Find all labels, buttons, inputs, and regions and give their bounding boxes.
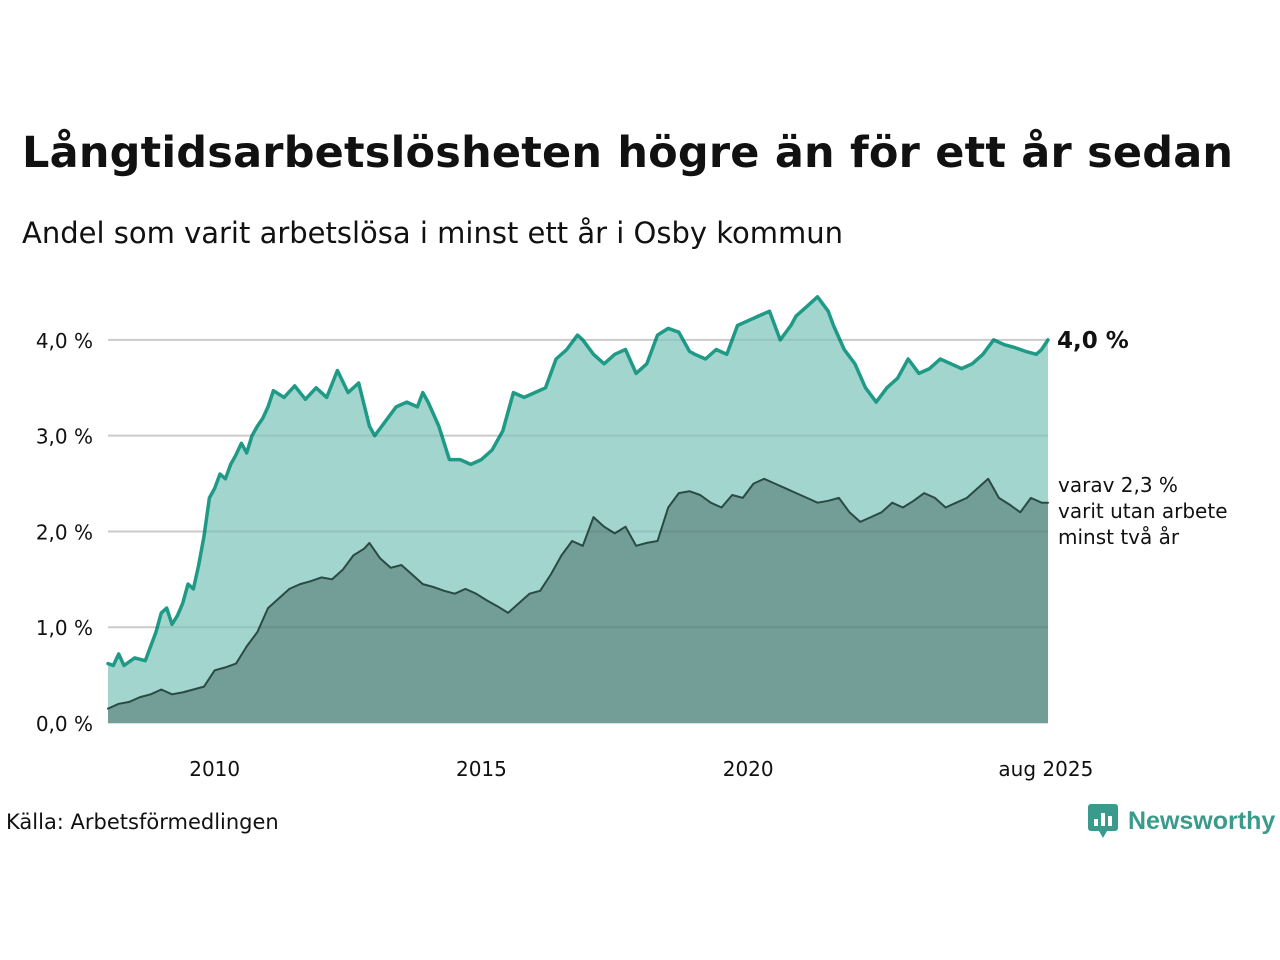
total-line <box>106 295 1050 668</box>
area-chart: 0,0 % 1,0 % 2,0 % 3,0 % 4,0 % 2010 2015 2020 au… <box>36 295 1228 781</box>
end-labels: 4,0 % varav 2,3 % varit utan arbete mins… <box>1057 328 1228 549</box>
y-axis: 0,0 % 1,0 % 2,0 % 3,0 % 4,0 % <box>36 329 93 736</box>
two_year-area <box>108 478 1048 723</box>
brand-logo: Newsworthy <box>1088 804 1275 838</box>
chart-title: Långtidsarbetslösheten högre än för ett … <box>22 128 1234 178</box>
y-tick-label: 1,0 % <box>36 616 93 640</box>
area-series <box>108 296 1048 723</box>
two_year-line <box>107 477 1049 710</box>
source-note: Källa: Arbetsförmedlingen <box>6 810 279 834</box>
chart-subtitle: Andel som varit arbetslösa i minst ett å… <box>22 216 844 250</box>
line-series <box>106 295 1050 710</box>
x-tick-label: 2020 <box>723 757 774 781</box>
newsworthy-chart-bubble-icon <box>1088 804 1118 838</box>
two-year-end-label-line-1: varav 2,3 % <box>1058 473 1178 497</box>
total-end-label: 4,0 % <box>1057 328 1129 354</box>
x-tick-label: 2010 <box>189 757 240 781</box>
two-year-end-label-line-3: minst två år <box>1058 525 1180 549</box>
y-tick-label: 2,0 % <box>36 520 93 544</box>
y-tick-label: 3,0 % <box>36 425 93 449</box>
x-axis: 2010 2015 2020 aug 2025 <box>189 757 1093 781</box>
y-tick-label: 4,0 % <box>36 329 93 353</box>
y-tick-label: 0,0 % <box>36 712 93 736</box>
two-year-end-label-line-2: varit utan arbete <box>1058 499 1228 523</box>
x-tick-label: 2015 <box>456 757 507 781</box>
brand-name: Newsworthy <box>1128 806 1276 835</box>
x-tick-label: aug 2025 <box>998 757 1093 781</box>
